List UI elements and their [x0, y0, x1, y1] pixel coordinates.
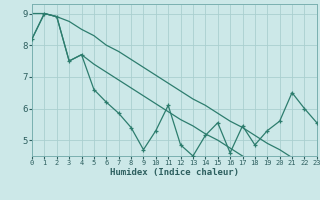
X-axis label: Humidex (Indice chaleur): Humidex (Indice chaleur) [110, 168, 239, 177]
